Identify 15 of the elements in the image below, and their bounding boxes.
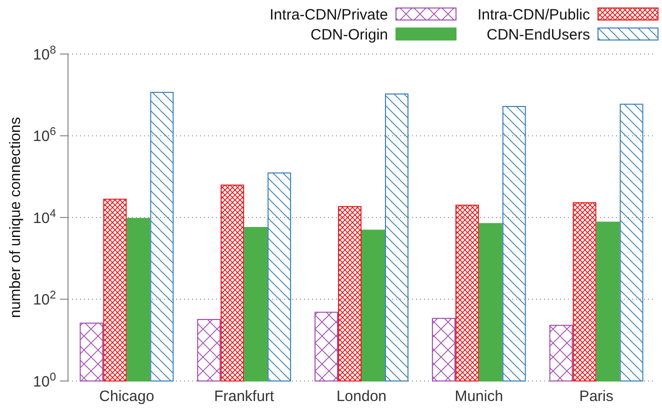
x-tick-label: Frankfurt (214, 388, 275, 405)
legend-label: Intra-CDN/Private (270, 6, 388, 24)
legend-label: Intra-CDN/Public (477, 6, 590, 24)
y-tick-label: 10$^{6}$ (33, 126, 56, 145)
x-tick-label: London (336, 388, 387, 405)
y-tick-label: 10$^{0}$ (33, 371, 56, 390)
legend-label: CDN-EndUsers (486, 26, 590, 44)
y-axis-title: number of unique connections (7, 117, 24, 318)
y-tick-label: 10$^{2}$ (33, 290, 56, 308)
y-tick-label: 10$^{8}$ (33, 44, 56, 64)
y-tick-label: 10$^{4}$ (33, 208, 56, 227)
x-tick-label: Munich (454, 388, 504, 405)
x-tick-label: Paris (579, 388, 614, 405)
x-tick-label: Chicago (99, 388, 154, 405)
legend-label: CDN-Origin (310, 26, 388, 44)
